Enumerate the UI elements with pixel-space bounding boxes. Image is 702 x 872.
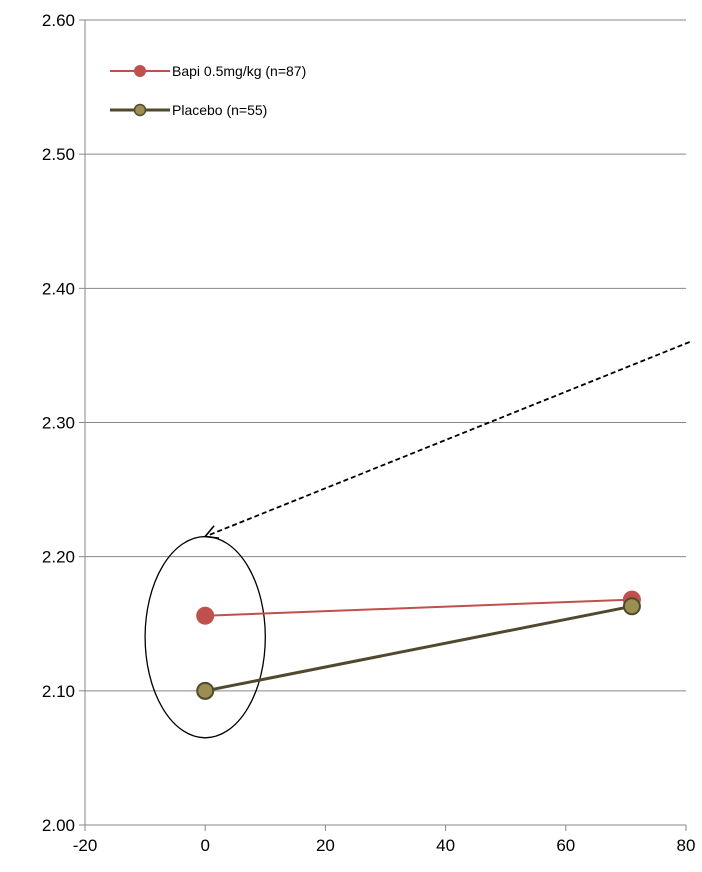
legend-label: Placebo (n=55) [172,102,267,118]
y-tick-labels: 2.00 2.10 2.20 2.30 2.40 2.50 2.60 [42,11,75,835]
legend-label: Bapi 0.5mg/kg (n=87) [172,63,306,79]
y-tick-label: 2.50 [42,145,75,164]
series-layer [196,590,641,700]
series-line [204,604,633,693]
gridlines [85,19,686,692]
legend-marker [133,103,147,117]
data-point [622,597,641,616]
y-tick-label: 2.00 [42,816,75,835]
x-tick-labels: -20 0 20 40 60 80 [73,836,696,855]
x-tick-label: 0 [200,836,209,855]
x-tick-label: 40 [436,836,455,855]
y-tick-label: 2.30 [42,414,75,433]
axes [79,19,687,831]
y-tick-label: 2.20 [42,548,75,567]
x-tick-label: 80 [677,836,696,855]
y-tick-label: 2.10 [42,682,75,701]
annotation-arrow-head [203,525,220,539]
y-tick-label: 2.60 [42,11,75,30]
annotations [144,341,690,739]
data-point [196,681,215,700]
x-tick-label: -20 [73,836,98,855]
legend: Bapi 0.5mg/kg (n=87) Placebo (n=55) [110,63,306,118]
legend-marker [134,65,146,77]
highlight-ellipse [144,535,266,739]
x-tick-label: 20 [316,836,335,855]
annotation-arrow-line [204,341,690,538]
y-tick-label: 2.40 [42,279,75,298]
x-tick-label: 60 [556,836,575,855]
data-point [196,606,215,625]
series-line [205,598,632,617]
